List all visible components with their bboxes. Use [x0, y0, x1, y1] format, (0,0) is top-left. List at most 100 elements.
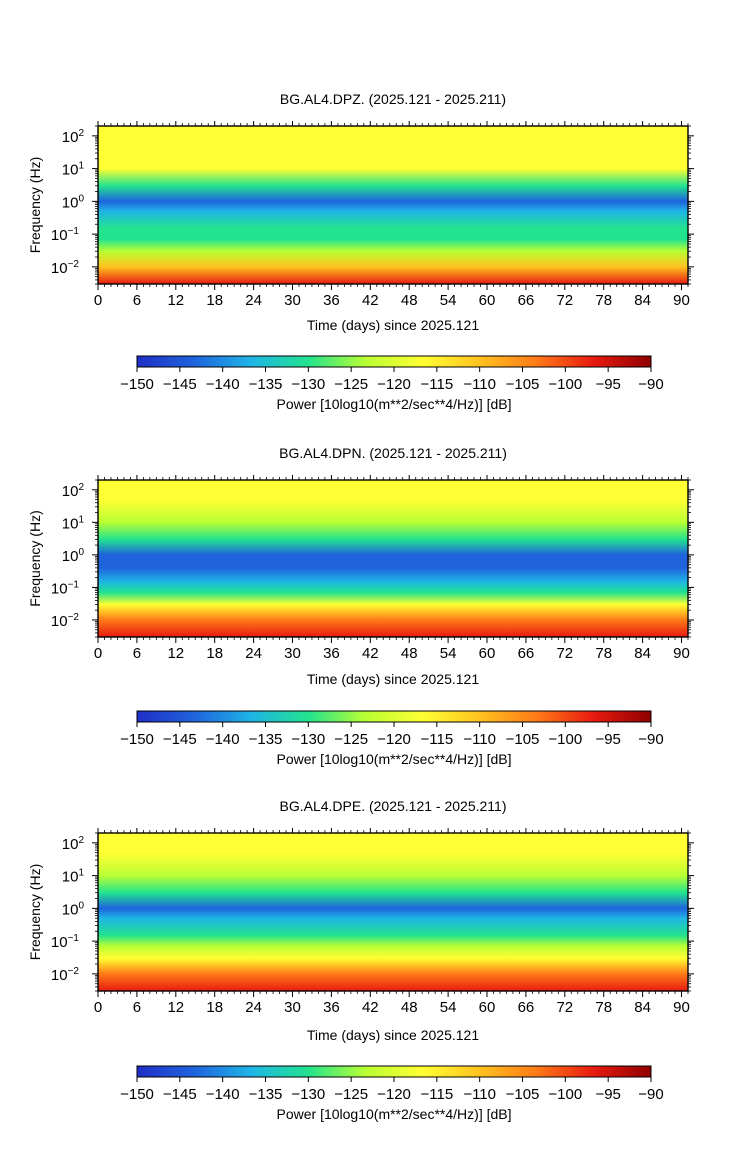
colorbar-tick-label: −105: [506, 376, 540, 393]
colorbar-tick-label: −120: [377, 731, 411, 748]
colorbar-label: Power [10log10(m**2/sec**4/Hz)] [dB]: [277, 751, 512, 767]
colorbar-label: Power [10log10(m**2/sec**4/Hz)] [dB]: [277, 396, 512, 412]
chart-title: BG.AL4.DPN. (2025.121 - 2025.211): [279, 445, 507, 461]
x-tick-label: 36: [323, 999, 340, 1016]
colorbar-tick-label: −115: [420, 1086, 453, 1103]
colorbar-tick-label: −150: [120, 1086, 154, 1103]
x-axis-label: Time (days) since 2025.121: [307, 317, 479, 333]
y-tick-label: 10−1: [51, 226, 80, 244]
chart-title: BG.AL4.DPE. (2025.121 - 2025.211): [280, 798, 507, 814]
x-tick-label: 84: [634, 292, 651, 309]
colorbar-tick-label: −115: [420, 376, 453, 393]
y-axis-label: Frequency (Hz): [27, 157, 43, 253]
x-tick-label: 78: [595, 292, 612, 309]
plot-frame: [97, 479, 689, 638]
colorbar-tick-label: −120: [377, 1086, 411, 1103]
x-tick-label: 24: [245, 292, 262, 309]
colorbar-tick-label: −145: [163, 731, 197, 748]
y-tick-label: 101: [62, 514, 85, 532]
x-tick-label: 18: [206, 645, 223, 662]
y-tick-label: 100: [62, 193, 85, 211]
x-tick-label: 0: [94, 999, 102, 1016]
colorbar-tick-label: −140: [206, 731, 240, 748]
colorbar-tick-label: −150: [120, 376, 154, 393]
colorbar-label: Power [10log10(m**2/sec**4/Hz)] [dB]: [277, 1106, 512, 1122]
colorbar-tick-label: −110: [463, 1086, 496, 1103]
colorbar-tick-label: −135: [249, 1086, 283, 1103]
colorbar-tick-label: −140: [206, 376, 240, 393]
x-tick-label: 54: [440, 292, 457, 309]
x-axis-label: Time (days) since 2025.121: [307, 671, 479, 687]
colorbar: −150 −145 −140 −135 −130 −125 −120 −115 −110 −105…: [120, 710, 664, 767]
x-tick-label: 12: [167, 292, 184, 309]
y-tick-label: 102: [62, 128, 85, 146]
colorbar-tick-label: −90: [638, 376, 663, 393]
colorbar-tick-label: −120: [377, 376, 411, 393]
y-tick-label: 10−2: [51, 966, 80, 984]
colorbar-tick-label: −125: [334, 1086, 368, 1103]
colorbar-tick-label: −105: [506, 1086, 540, 1103]
x-tick-label: 24: [245, 999, 262, 1016]
colorbar-tick-label: −110: [463, 376, 496, 393]
x-tick-label: 90: [673, 292, 690, 309]
y-tick-label: 101: [62, 161, 85, 179]
y-axis-label: Frequency (Hz): [27, 510, 43, 606]
colorbar-tick-label: −100: [548, 376, 582, 393]
x-tick-label: 54: [440, 999, 457, 1016]
colorbar-tick-label: −145: [163, 376, 197, 393]
colorbar-tick-label: −140: [206, 1086, 240, 1103]
x-tick-label: 18: [206, 999, 223, 1016]
colorbar-tick-label: −95: [595, 731, 620, 748]
colorbar-tick-label: −110: [463, 731, 496, 748]
x-tick-label: 24: [245, 645, 262, 662]
colorbar-tick-label: −125: [334, 376, 368, 393]
x-tick-label: 36: [323, 645, 340, 662]
x-tick-label: 60: [479, 645, 496, 662]
y-tick-label: 10−1: [51, 579, 80, 597]
x-tick-label: 66: [518, 999, 535, 1016]
x-tick-label: 42: [362, 999, 379, 1016]
x-tick-label: 66: [518, 645, 535, 662]
plot-frame: [97, 125, 689, 285]
x-axis-label: Time (days) since 2025.121: [307, 1027, 479, 1043]
x-tick-label: 18: [206, 292, 223, 309]
x-tick-label: 90: [673, 645, 690, 662]
colorbar-tick-label: −150: [120, 731, 154, 748]
x-tick-label: 90: [673, 999, 690, 1016]
colorbar-tick-label: −100: [548, 1086, 582, 1103]
colorbar-gradient: [136, 1065, 652, 1078]
spectrogram-image: [98, 833, 688, 991]
colorbar-tick-label: −90: [638, 1086, 663, 1103]
colorbar-gradient: [136, 355, 652, 368]
y-tick-label: 10−2: [51, 259, 80, 277]
colorbar-tick-label: −125: [334, 731, 368, 748]
x-tick-label: 36: [323, 292, 340, 309]
colorbar-tick-label: −100: [548, 731, 582, 748]
y-tick-label: 102: [62, 482, 85, 500]
y-axis-label: Frequency (Hz): [27, 864, 43, 960]
y-tick-label: 101: [62, 868, 85, 886]
x-tick-label: 30: [284, 292, 301, 309]
y-tick-label: 100: [62, 547, 85, 565]
x-tick-label: 60: [479, 999, 496, 1016]
colorbar-tick-label: −130: [291, 376, 325, 393]
x-tick-label: 6: [133, 292, 141, 309]
colorbar: −150 −145 −140 −135 −130 −125 −120 −115 −110 −105…: [120, 1065, 664, 1122]
x-tick-label: 12: [167, 645, 184, 662]
colorbar-tick-label: −95: [595, 376, 620, 393]
x-tick-label: 48: [401, 645, 418, 662]
colorbar-tick-label: −145: [163, 1086, 197, 1103]
plot-frame: [97, 832, 689, 992]
x-tick-label: 42: [362, 292, 379, 309]
colorbar: −150 −145 −140 −135 −130 −125 −120 −115 −110 −105…: [120, 355, 664, 412]
colorbar-tick-label: −135: [249, 731, 283, 748]
y-tick-label: 102: [62, 835, 85, 853]
colorbar-tick-label: −105: [506, 731, 540, 748]
spectrogram-panel-2: BG.AL4.DPN. (2025.121 - 2025.211) 0 6 12 18 2…: [27, 445, 694, 767]
y-tick-label: 10−2: [51, 612, 80, 630]
y-tick-label: 10−1: [51, 933, 80, 951]
colorbar-tick-label: −115: [420, 731, 453, 748]
spectrogram-image: [98, 126, 688, 284]
spectrogram-image: [98, 480, 688, 637]
